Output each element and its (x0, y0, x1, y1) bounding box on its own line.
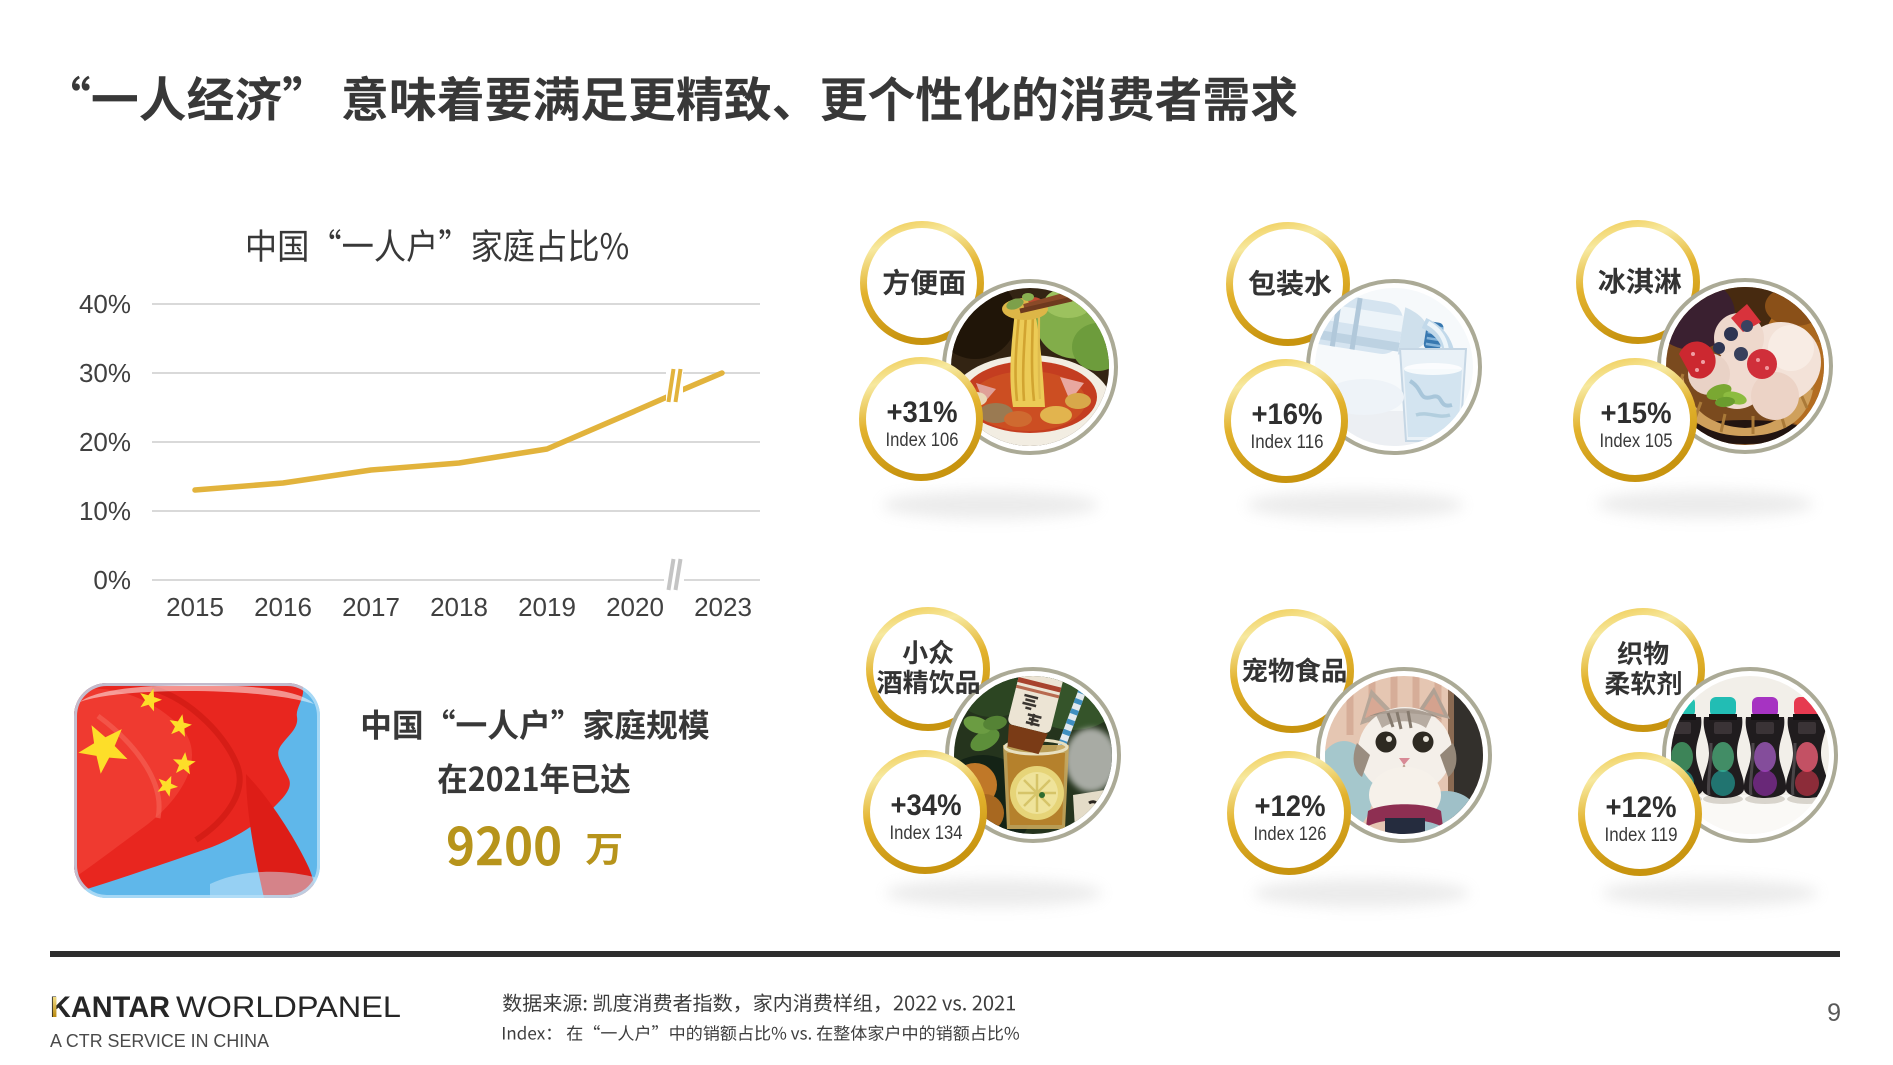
svg-text:2020: 2020 (606, 592, 664, 622)
svg-text:+12%: +12% (1606, 791, 1677, 824)
svg-text:A CTR SERVICE IN CHINA: A CTR SERVICE IN CHINA (50, 1031, 269, 1051)
svg-text:2019: 2019 (518, 592, 576, 622)
svg-text:40%: 40% (79, 289, 131, 319)
svg-text:+31%: +31% (887, 396, 958, 429)
svg-text:+12%: +12% (1255, 790, 1326, 823)
svg-text:KANTAR: KANTAR (50, 991, 170, 1024)
svg-text:Index 116: Index 116 (1251, 432, 1324, 453)
svg-text:Index 106: Index 106 (886, 430, 959, 451)
svg-text:+16%: +16% (1252, 398, 1323, 431)
svg-text:Index 134: Index 134 (890, 823, 963, 844)
svg-text:Index 105: Index 105 (1600, 431, 1673, 452)
svg-text:2018: 2018 (430, 592, 488, 622)
svg-text:0%: 0% (93, 565, 131, 595)
svg-text:Index 126: Index 126 (1254, 824, 1327, 845)
svg-text:10%: 10% (79, 496, 131, 526)
svg-text:9: 9 (1827, 999, 1841, 1027)
svg-text:Index 119: Index 119 (1605, 825, 1678, 846)
svg-text:2023: 2023 (694, 592, 752, 622)
svg-text:2017: 2017 (342, 592, 400, 622)
svg-text:30%: 30% (79, 358, 131, 388)
svg-text:+34%: +34% (891, 789, 962, 822)
svg-text:2016: 2016 (254, 592, 312, 622)
svg-text:WORLDPANEL: WORLDPANEL (176, 991, 401, 1024)
svg-text:2015: 2015 (166, 592, 224, 622)
svg-text:+15%: +15% (1601, 397, 1672, 430)
svg-text:20%: 20% (79, 427, 131, 457)
